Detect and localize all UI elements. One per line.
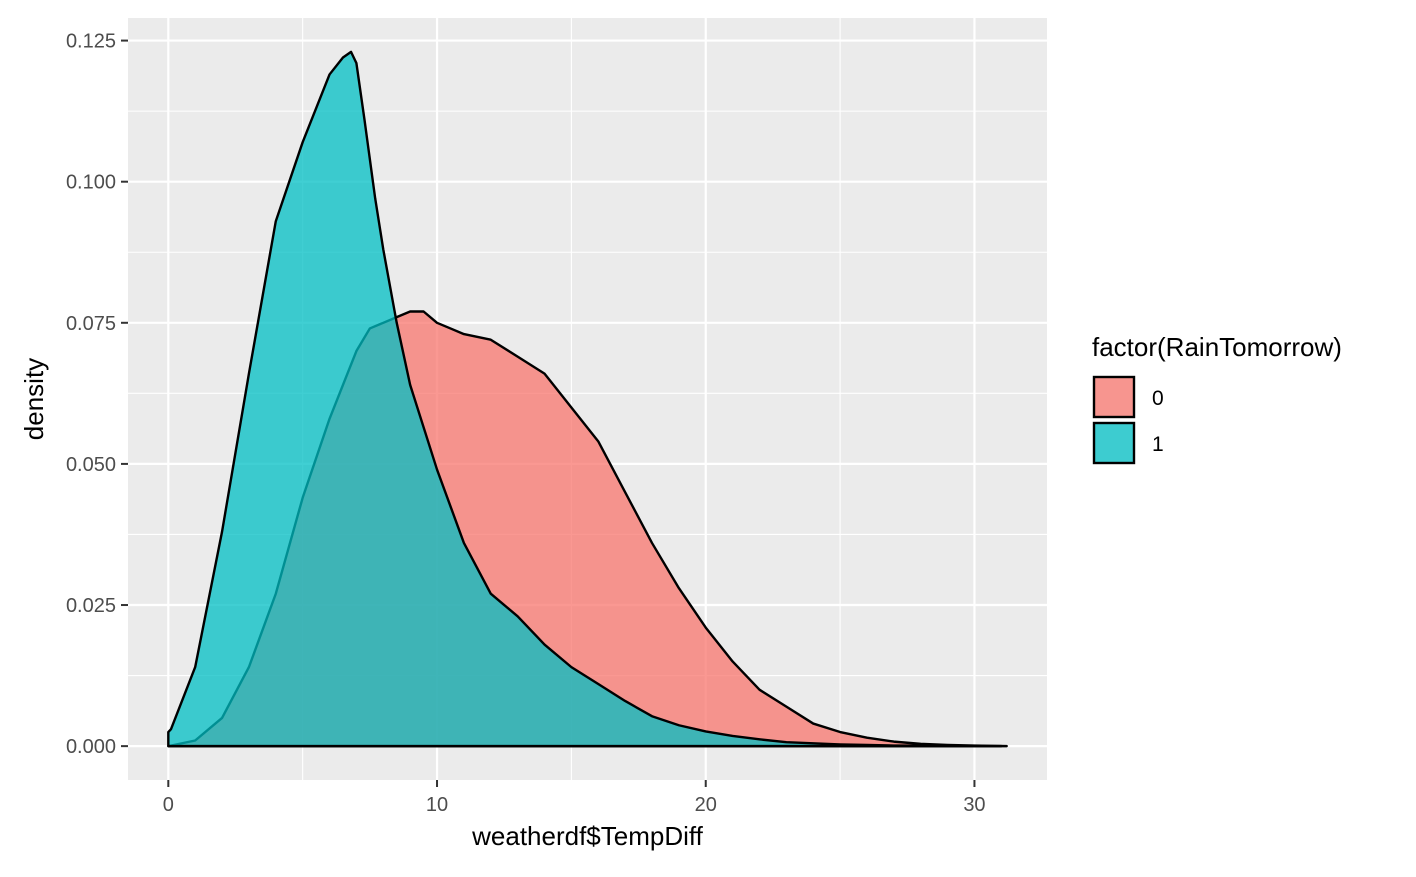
density-area-series-1 — [167, 50, 1003, 748]
x-axis-title: weatherdf$TempDiff — [471, 821, 704, 851]
x-tick-label: 30 — [963, 794, 985, 816]
y-tick-label: 0.100 — [66, 172, 116, 194]
legend-key-swatch-1 — [1092, 421, 1136, 465]
legend-title: factor(RainTomorrow) — [1092, 332, 1342, 362]
legend-label: 0 — [1152, 387, 1164, 410]
y-tick-label: 0.075 — [66, 313, 116, 335]
x-tick-label: 20 — [695, 794, 717, 816]
y-tick-label: 0.125 — [66, 31, 116, 53]
x-tick-label: 10 — [426, 794, 448, 816]
y-tick-label: 0.050 — [66, 454, 116, 476]
y-axis-title: density — [19, 358, 49, 440]
y-tick-label: 0.025 — [66, 595, 116, 617]
legend-label: 1 — [1152, 433, 1164, 456]
y-tick-label: 0.000 — [66, 736, 116, 758]
x-tick-label: 0 — [163, 794, 174, 816]
legend-key-swatch-0 — [1092, 375, 1136, 419]
